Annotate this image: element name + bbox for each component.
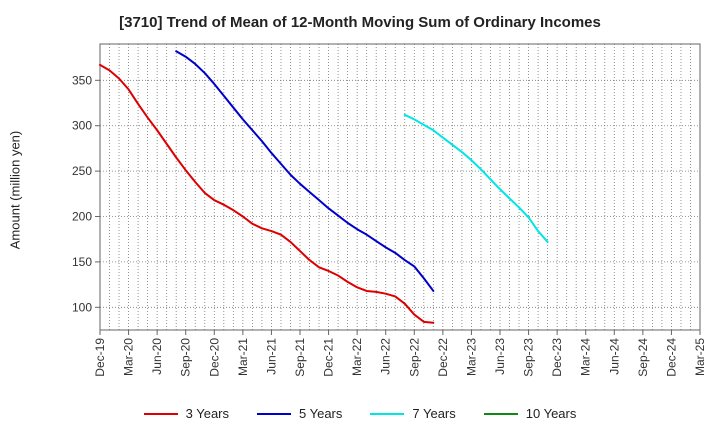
legend-swatch-10-years [483, 412, 518, 415]
legend: 3 Years 5 Years 7 Years 10 Years [0, 406, 720, 421]
x-tick-label: Sep-21 [293, 338, 307, 377]
series-line-5-years [175, 50, 435, 292]
y-tick-label: 350 [72, 73, 92, 87]
y-tick-label: 300 [72, 119, 92, 133]
x-tick-label: Mar-22 [350, 338, 364, 376]
plot-frame [99, 43, 701, 331]
y-tick-label: 200 [72, 210, 92, 224]
legend-label-5-years: 5 Years [299, 406, 343, 421]
x-tick-label: Dec-23 [550, 338, 564, 377]
x-tick-label: Mar-25 [693, 338, 707, 376]
x-tick-label: Jun-23 [493, 338, 507, 375]
x-tick-label: Mar-20 [122, 338, 136, 376]
x-tick-label: Sep-24 [636, 338, 650, 377]
legend-item-7-years: 7 Years [370, 406, 456, 421]
legend-item-5-years: 5 Years [257, 406, 342, 421]
legend-swatch-5-years [257, 412, 291, 415]
x-tick-label: Mar-21 [236, 338, 250, 376]
chart-title: [3710] Trend of Mean of 12-Month Moving … [119, 14, 601, 31]
legend-label-3-years: 3 Years [185, 406, 229, 421]
x-tick-label: Jun-21 [264, 338, 278, 375]
legend-swatch-7-years [370, 412, 405, 415]
x-tick-label: Sep-20 [179, 338, 193, 377]
x-tick-label: Jun-22 [379, 338, 393, 375]
x-tick-label: Dec-21 [322, 338, 336, 377]
x-tick-label: Dec-19 [93, 338, 107, 377]
x-tick-label: Sep-22 [407, 338, 421, 377]
x-tick-label: Dec-22 [436, 338, 450, 377]
x-tick-label: Jun-20 [150, 338, 164, 375]
legend-item-10-years: 10 Years [483, 406, 577, 421]
y-tick-label: 150 [72, 255, 92, 269]
x-tick-label: Sep-23 [522, 338, 536, 377]
legend-swatch-3-years [143, 412, 178, 415]
x-tick-label: Mar-24 [579, 338, 593, 376]
series-line-7-years [403, 113, 549, 243]
x-tick-label: Mar-23 [464, 338, 478, 376]
legend-label-10-years: 10 Years [525, 406, 577, 421]
x-tick-label: Jun-24 [607, 338, 621, 375]
series-line-3-years [99, 63, 435, 324]
y-tick-label: 250 [72, 164, 92, 178]
legend-label-7-years: 7 Years [412, 406, 456, 421]
y-tick-label: 100 [72, 300, 92, 314]
legend-item-3-years: 3 Years [143, 406, 229, 421]
x-tick-label: Dec-20 [207, 338, 221, 377]
x-tick-label: Dec-24 [664, 338, 678, 377]
